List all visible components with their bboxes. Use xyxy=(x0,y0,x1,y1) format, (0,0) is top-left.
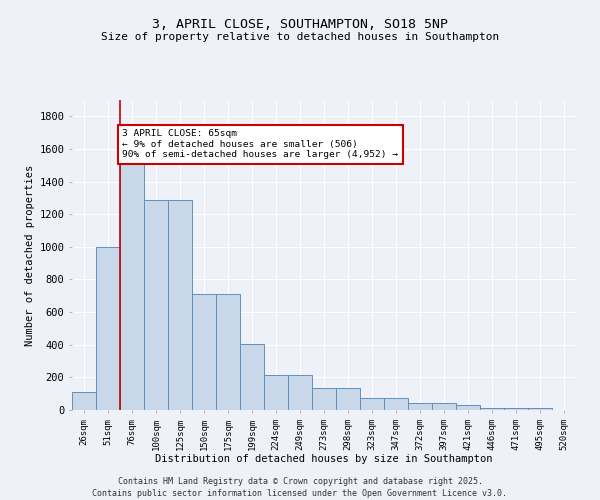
Bar xyxy=(336,388,360,410)
Bar xyxy=(72,392,96,410)
Bar xyxy=(120,164,144,410)
Bar xyxy=(240,344,264,410)
Bar xyxy=(528,408,552,410)
Bar xyxy=(288,375,312,410)
Bar xyxy=(432,404,456,410)
Text: 3 APRIL CLOSE: 65sqm
← 9% of detached houses are smaller (506)
90% of semi-detac: 3 APRIL CLOSE: 65sqm ← 9% of detached ho… xyxy=(122,130,398,159)
X-axis label: Distribution of detached houses by size in Southampton: Distribution of detached houses by size … xyxy=(155,454,493,464)
Bar xyxy=(144,200,168,410)
Text: 3, APRIL CLOSE, SOUTHAMPTON, SO18 5NP: 3, APRIL CLOSE, SOUTHAMPTON, SO18 5NP xyxy=(152,18,448,30)
Bar xyxy=(192,294,216,410)
Bar xyxy=(312,388,336,410)
Bar xyxy=(456,405,480,410)
Bar xyxy=(408,404,432,410)
Bar xyxy=(504,408,528,410)
Text: Contains HM Land Registry data © Crown copyright and database right 2025.
Contai: Contains HM Land Registry data © Crown c… xyxy=(92,476,508,498)
Bar xyxy=(384,398,408,410)
Bar xyxy=(168,200,192,410)
Bar xyxy=(360,398,384,410)
Bar xyxy=(264,375,288,410)
Bar xyxy=(480,408,504,410)
Bar xyxy=(96,247,120,410)
Y-axis label: Number of detached properties: Number of detached properties xyxy=(25,164,35,346)
Bar xyxy=(216,294,240,410)
Text: Size of property relative to detached houses in Southampton: Size of property relative to detached ho… xyxy=(101,32,499,42)
